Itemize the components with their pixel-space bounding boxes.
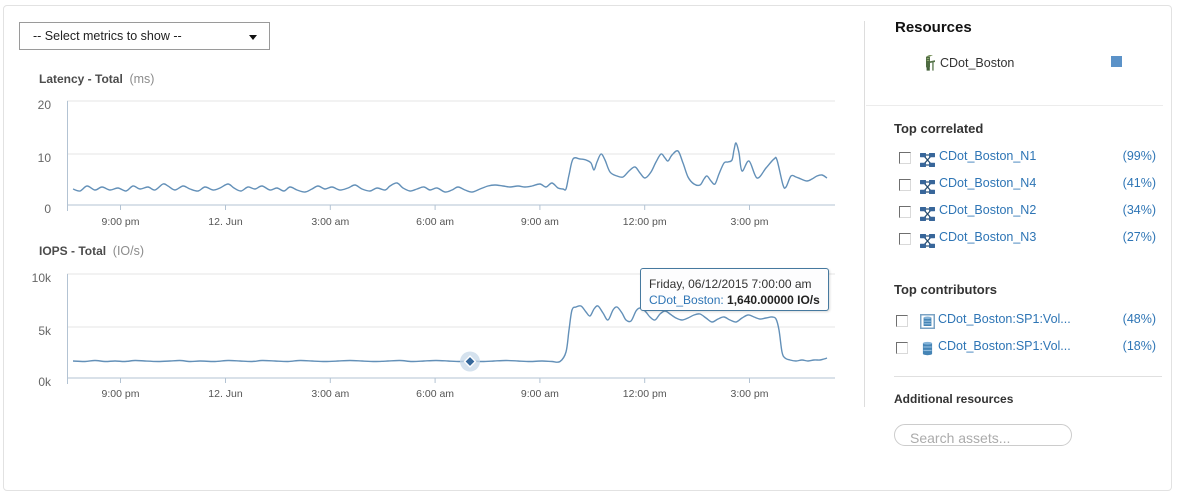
- svg-text:10: 10: [38, 151, 52, 165]
- svg-text:3:00 am: 3:00 am: [311, 216, 349, 228]
- svg-text:12. Jun: 12. Jun: [208, 388, 243, 400]
- svg-text:12:00 pm: 12:00 pm: [623, 388, 667, 400]
- svg-text:9:00 am: 9:00 am: [521, 388, 559, 400]
- svg-text:0k: 0k: [38, 375, 52, 389]
- svg-text:3:00 am: 3:00 am: [311, 388, 349, 400]
- svg-text:0: 0: [44, 202, 51, 216]
- svg-text:3:00 pm: 3:00 pm: [731, 216, 769, 228]
- svg-text:9:00 pm: 9:00 pm: [102, 388, 140, 400]
- svg-text:9:00 am: 9:00 am: [521, 216, 559, 228]
- svg-text:6:00 am: 6:00 am: [416, 216, 454, 228]
- svg-text:20: 20: [38, 98, 52, 112]
- svg-text:12. Jun: 12. Jun: [208, 216, 243, 228]
- svg-text:12:00 pm: 12:00 pm: [623, 216, 667, 228]
- svg-text:5k: 5k: [38, 324, 52, 338]
- svg-text:10k: 10k: [32, 271, 52, 285]
- svg-text:9:00 pm: 9:00 pm: [102, 216, 140, 228]
- svg-text:3:00 pm: 3:00 pm: [731, 388, 769, 400]
- svg-text:6:00 am: 6:00 am: [416, 388, 454, 400]
